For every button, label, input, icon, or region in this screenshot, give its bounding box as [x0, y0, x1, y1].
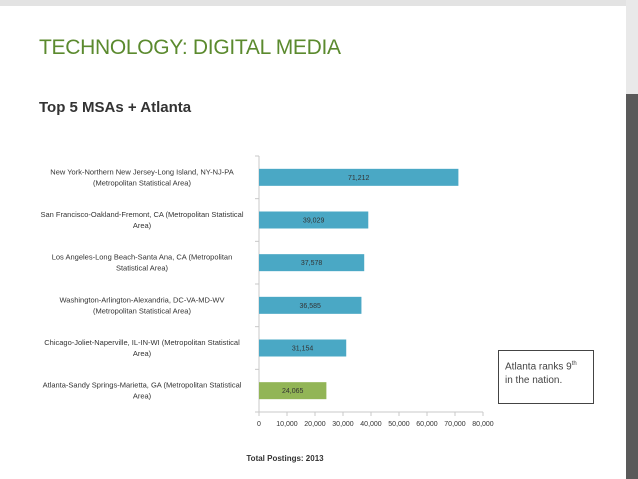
page-title: TECHNOLOGY: DIGITAL MEDIA [39, 36, 341, 59]
bar-value-label: 31,154 [292, 346, 314, 353]
category-label: Area) [133, 349, 152, 358]
category-label: Statistical Area) [116, 264, 169, 273]
x-tick-label: 50,000 [388, 421, 410, 428]
bar [259, 254, 365, 272]
right-accent-bar-dark [626, 94, 638, 479]
x-tick-label: 60,000 [416, 421, 438, 428]
category-label: Atlanta-Sandy Springs-Marietta, GA (Metr… [43, 381, 242, 390]
atlanta-rank-note: Atlanta ranks 9th in the nation. [498, 350, 594, 404]
note-superscript: th [571, 361, 577, 367]
bar-value-label: 71,212 [348, 175, 370, 182]
bar-value-label: 39,029 [303, 218, 325, 225]
bar [259, 168, 459, 186]
bar-value-label: 24,065 [282, 388, 304, 395]
x-tick-label: 10,000 [276, 421, 298, 428]
category-label: Area) [133, 221, 152, 230]
x-tick-label: 40,000 [360, 421, 382, 428]
bar-value-label: 36,585 [300, 303, 322, 310]
x-tick-label: 80,000 [472, 421, 494, 428]
chart-subtitle: Top 5 MSAs + Atlanta [39, 99, 192, 116]
note-text-after: in the nation. [505, 375, 563, 387]
category-label: Chicago-Joliet-Naperville, IL-IN-WI (Met… [44, 338, 240, 347]
x-tick-label: 30,000 [332, 421, 354, 428]
category-label: San Francisco-Oakland-Fremont, CA (Metro… [41, 210, 244, 219]
bar [259, 211, 369, 229]
bar-value-label: 37,578 [301, 260, 323, 267]
category-label: Los Angeles-Long Beach-Santa Ana, CA (Me… [52, 253, 233, 262]
category-label: (Metropolitan Statistical Area) [93, 306, 191, 315]
category-label: New York-Northern New Jersey-Long Island… [50, 167, 233, 176]
category-label: Area) [133, 392, 152, 401]
top-rule [0, 0, 638, 6]
category-label: Washington-Arlington-Alexandria, DC-VA-M… [59, 295, 224, 304]
x-tick-label: 0 [257, 421, 261, 428]
bar [259, 382, 327, 400]
x-axis-title: Total Postings: 2013 [246, 454, 324, 463]
category-label: (Metropolitan Statistical Area) [93, 178, 191, 187]
bar [259, 296, 362, 314]
bar [259, 339, 347, 357]
x-tick-label: 70,000 [444, 421, 466, 428]
note-text: Atlanta ranks 9 [505, 361, 572, 373]
x-tick-label: 20,000 [304, 421, 326, 428]
